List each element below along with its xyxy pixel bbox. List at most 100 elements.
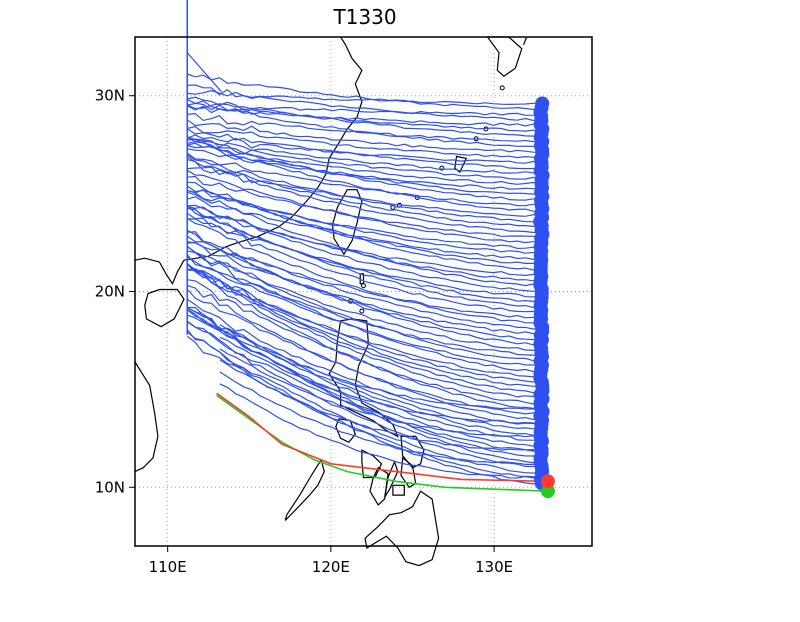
ensemble-track: [186, 246, 542, 352]
island-outline: [369, 466, 389, 506]
y-tick-label: 30N: [95, 87, 125, 105]
island-outline: [284, 458, 325, 521]
map-title: T1330: [332, 5, 396, 29]
track-start-dots: [533, 96, 555, 499]
islet: [361, 283, 366, 289]
ensemble-track: [187, 207, 542, 277]
ensemble-track: [187, 138, 542, 174]
ensemble-track: [187, 148, 542, 191]
coastline: [134, 257, 185, 285]
ensemble-track: [186, 137, 542, 180]
ensemble-track: [186, 263, 542, 383]
ensemble-track: [186, 154, 542, 223]
ensemble-track: [186, 99, 542, 148]
ensemble-track: [186, 229, 542, 346]
ensemble-track: [219, 348, 542, 438]
ensemble-track: [186, 321, 542, 453]
ensemble-track: [186, 134, 542, 164]
island-outline: [384, 460, 399, 498]
coastline: [134, 361, 159, 473]
ensemble-track: [186, 307, 542, 431]
ensemble-track: [186, 254, 542, 367]
islet: [439, 165, 445, 171]
ensemble-track: [187, 279, 542, 405]
ensemble-track: [187, 241, 542, 341]
ensemble-track: [186, 263, 542, 394]
island-outline: [400, 435, 425, 469]
ensemble-track: [186, 156, 542, 228]
ensemble-track: [186, 103, 542, 116]
ensemble-track: [186, 245, 542, 362]
ensemble-track: [187, 89, 542, 106]
x-tick-label: 130E: [475, 558, 513, 576]
ensemble-tracks: [186, 0, 542, 485]
ensemble-track: [187, 158, 542, 234]
ensemble-track: [186, 256, 542, 357]
red-track: [216, 392, 548, 483]
ensemble-track: [187, 142, 542, 195]
y-tick-label: 10N: [95, 478, 125, 496]
ensemble-track: [186, 335, 542, 480]
coastline: [522, 36, 528, 46]
ensemble-track: [187, 231, 542, 330]
diagonal-track-line: [186, 52, 222, 93]
ensemble-track: [219, 383, 542, 479]
ensemble-track: [187, 218, 542, 314]
ensemble-track: [219, 359, 542, 452]
ensemble-track: [186, 152, 542, 207]
start-dot: [535, 96, 550, 111]
ensemble-track: [186, 329, 542, 474]
ensemble-track: [187, 73, 542, 111]
ensemble-track: [186, 235, 542, 319]
ensemble-track: [219, 371, 542, 466]
ensemble-track: [187, 207, 542, 303]
x-tick-label: 120E: [312, 558, 350, 576]
ensemble-track: [187, 250, 542, 373]
ensemble-track: [186, 128, 542, 170]
ensemble-track: [187, 175, 542, 238]
ensemble-track: [187, 204, 542, 282]
ensemble-track: [186, 308, 542, 437]
ensemble-track: [187, 189, 542, 250]
ensemble-track: [187, 205, 542, 292]
ensemble-track: [219, 323, 542, 410]
y-tick-label: 20N: [95, 283, 125, 301]
ensemble-track: [186, 212, 542, 298]
ensemble-track: [187, 126, 542, 159]
ensemble-track: [187, 144, 542, 185]
x-tick-label: 110E: [149, 558, 187, 576]
highlighted-tracks: [216, 392, 548, 492]
islet: [499, 85, 505, 91]
green-start-dot: [540, 484, 555, 499]
ensemble-track: [187, 100, 542, 132]
ensemble-track: [187, 241, 542, 335]
island-outline: [364, 490, 440, 567]
ensemble-track: [187, 112, 542, 143]
island-outline: [392, 484, 405, 496]
ensemble-track: [186, 288, 542, 415]
island-outline: [144, 288, 185, 328]
ensemble-track: [187, 268, 542, 378]
ensemble-track: [186, 314, 542, 447]
ensemble-track: [186, 105, 542, 127]
ensemble-track: [186, 119, 542, 154]
island-outline: [486, 36, 523, 77]
red-start-dot: [540, 474, 555, 489]
ensemble-track: [186, 298, 542, 426]
ensemble-track: [219, 336, 542, 424]
ensemble-track: [187, 166, 542, 217]
ensemble-track: [187, 96, 542, 137]
ensemble-track: [186, 217, 542, 324]
ensemble-track: [186, 204, 542, 309]
axis-ticks: 110E 120E 130E 10N 20N 30N: [95, 87, 513, 576]
ensemble-track: [186, 263, 542, 387]
ensemble-track: [187, 196, 542, 261]
ensemble-track: [186, 169, 542, 244]
island-outline: [331, 189, 363, 256]
islet: [359, 308, 365, 314]
ensemble-track: [187, 306, 542, 443]
ensemble-track: [187, 189, 542, 254]
ensemble-track: [187, 269, 542, 411]
